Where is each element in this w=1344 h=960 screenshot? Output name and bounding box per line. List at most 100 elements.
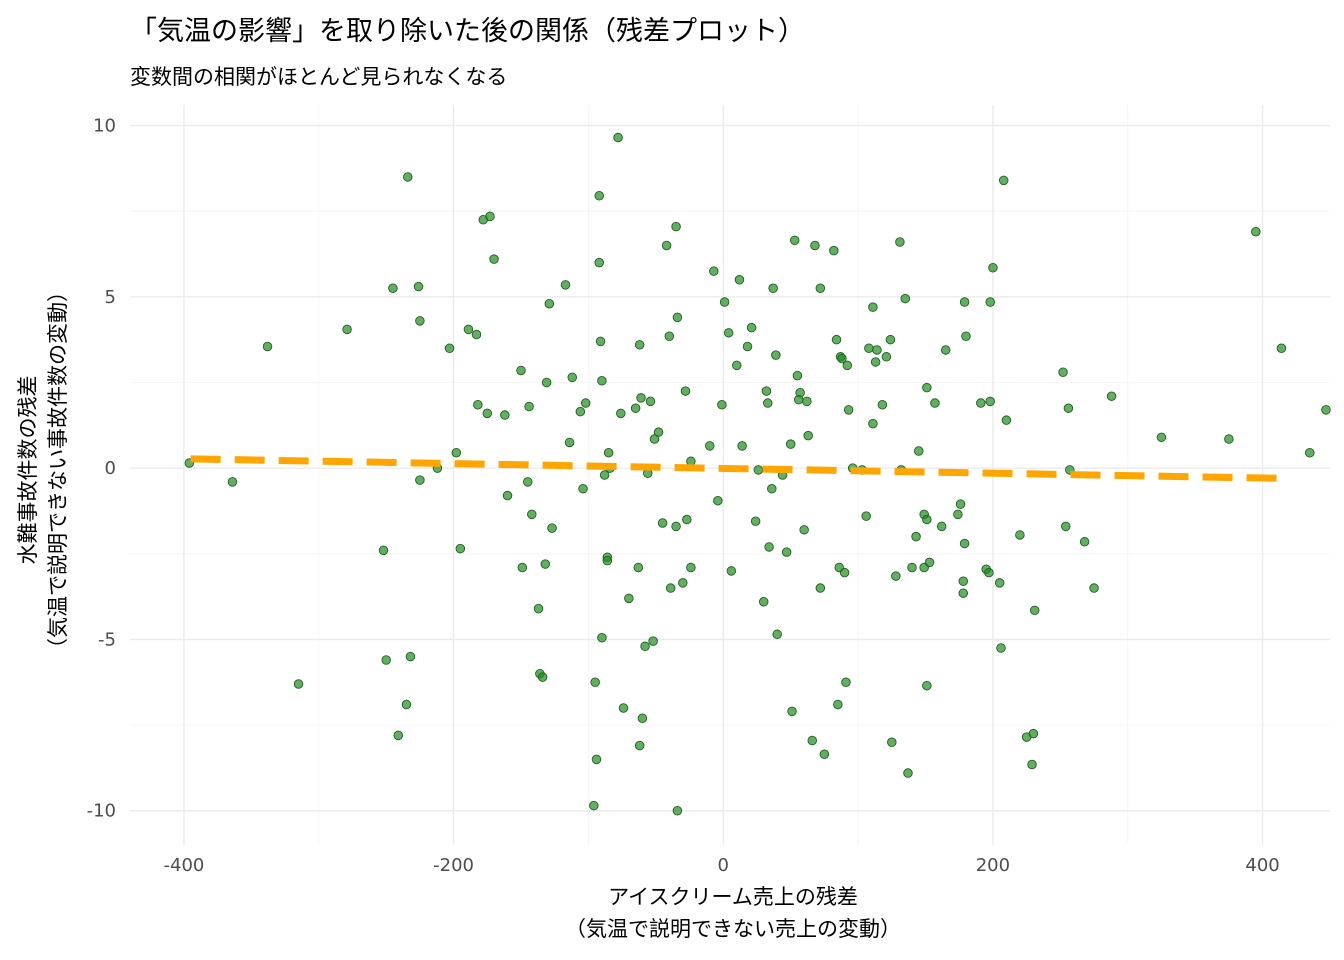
data-point — [881, 352, 892, 362]
data-point — [564, 437, 575, 448]
data-point — [664, 331, 675, 342]
data-point — [595, 336, 606, 347]
data-point — [580, 398, 591, 408]
data-point — [953, 509, 963, 520]
data-point — [388, 283, 398, 294]
data-point — [672, 805, 683, 816]
data-point — [680, 386, 691, 396]
data-point — [633, 562, 644, 573]
data-point — [868, 302, 878, 312]
data-point — [1060, 521, 1071, 532]
data-point — [837, 353, 847, 364]
data-point — [900, 293, 911, 304]
data-point — [996, 643, 1006, 653]
data-point — [959, 538, 970, 549]
data-point — [500, 410, 510, 420]
data-point — [903, 768, 913, 778]
data-point — [630, 403, 641, 413]
data-point — [955, 499, 966, 509]
data-point — [415, 475, 425, 485]
data-point — [802, 396, 812, 407]
y-tick-label: 0 — [105, 458, 116, 479]
data-point — [781, 547, 792, 557]
data-point — [378, 545, 389, 556]
data-point — [924, 557, 935, 568]
regression-line — [190, 455, 1286, 482]
data-point — [1027, 759, 1037, 770]
data-point — [958, 576, 969, 586]
data-point — [482, 408, 493, 419]
data-point — [746, 322, 757, 333]
data-point — [653, 427, 664, 437]
data-point — [895, 237, 905, 247]
data-point — [648, 636, 658, 646]
data-point — [1089, 583, 1099, 593]
data-point — [649, 434, 660, 444]
data-point — [787, 706, 797, 717]
data-point — [984, 567, 994, 578]
data-point — [624, 593, 634, 604]
y-tick-label: 10 — [93, 116, 116, 137]
data-point — [829, 245, 839, 256]
data-point — [227, 477, 238, 487]
data-point — [922, 382, 932, 393]
data-point — [594, 191, 604, 201]
data-point — [803, 430, 813, 441]
data-point — [763, 398, 773, 408]
data-point — [413, 281, 424, 292]
data-point — [815, 583, 826, 593]
data-point — [789, 235, 800, 246]
data-point — [922, 680, 932, 691]
data-point — [717, 400, 727, 410]
y-axis-title-line-2: （気温で説明できない事故件数の変動） — [46, 281, 70, 659]
y-axis-title-line-1: 水難事故件数の残差 — [16, 376, 40, 565]
data-point — [753, 465, 764, 475]
data-point — [599, 470, 610, 480]
data-point — [922, 514, 932, 525]
data-point — [686, 562, 696, 573]
data-point — [591, 754, 602, 765]
data-point — [527, 509, 537, 520]
data-point — [636, 393, 646, 403]
data-point — [976, 398, 986, 408]
data-point — [537, 672, 548, 682]
data-point — [678, 578, 688, 588]
data-point — [541, 377, 552, 388]
x-axis-title-line-2: （気温で説明できない売上の変動） — [565, 917, 901, 941]
data-point — [930, 398, 940, 408]
data-point — [887, 737, 897, 747]
data-point — [870, 357, 881, 367]
data-point — [961, 331, 971, 342]
data-point — [734, 274, 745, 285]
data-point — [661, 240, 672, 251]
data-point — [795, 388, 805, 398]
data-point — [750, 516, 761, 527]
data-point — [1321, 405, 1331, 415]
data-point — [665, 583, 676, 593]
data-point — [262, 341, 273, 352]
data-point — [998, 175, 1009, 186]
data-point — [1029, 605, 1040, 616]
data-point — [455, 543, 466, 554]
data-point — [578, 483, 588, 494]
data-point — [723, 328, 734, 338]
data-point — [618, 703, 629, 713]
data-point — [657, 518, 668, 528]
data-point — [713, 495, 723, 506]
data-point — [914, 446, 924, 456]
data-point — [1251, 227, 1261, 237]
data-point — [1028, 728, 1039, 739]
data-point — [540, 559, 551, 569]
y-tick-label: -10 — [87, 801, 116, 822]
data-point — [590, 677, 600, 688]
data-point — [634, 340, 645, 350]
data-point — [671, 521, 681, 532]
data-point — [597, 376, 607, 386]
data-point — [1058, 367, 1068, 377]
y-tick-label: 5 — [105, 287, 116, 308]
x-tick-label: 400 — [1245, 855, 1279, 876]
data-point — [719, 297, 730, 307]
data-point — [682, 514, 692, 525]
data-point — [988, 262, 998, 273]
data-point — [293, 679, 304, 689]
